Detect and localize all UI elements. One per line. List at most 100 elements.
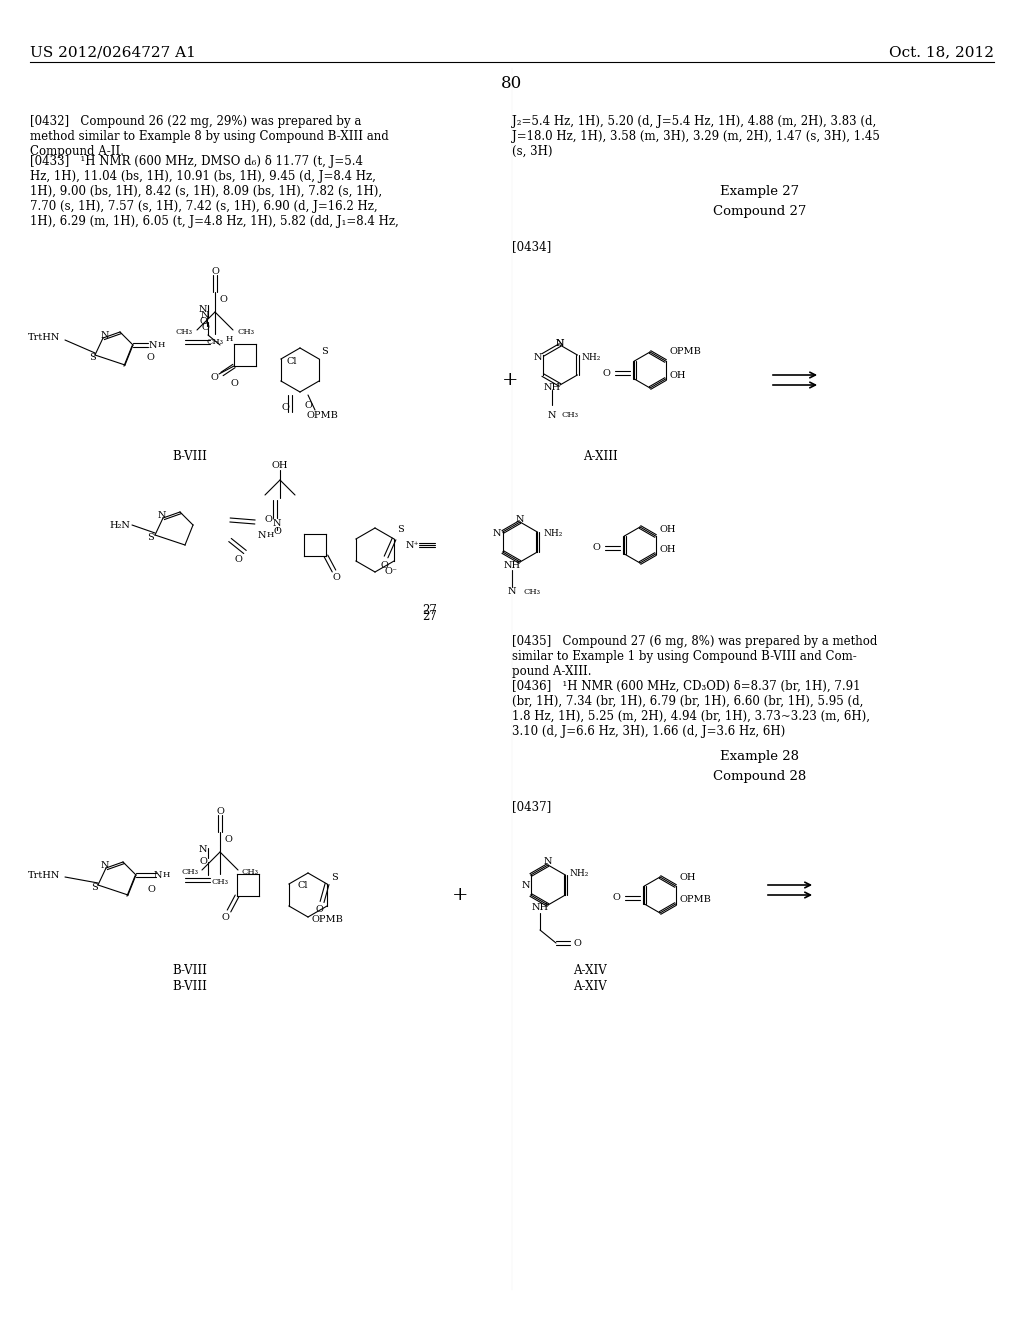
Text: N: N [199, 305, 207, 314]
Text: OH: OH [680, 873, 696, 882]
Text: S: S [147, 533, 155, 543]
Text: O: O [210, 374, 218, 383]
Text: N: N [258, 531, 266, 540]
Text: O: O [602, 368, 610, 378]
Text: H: H [225, 335, 232, 343]
Text: S: S [321, 347, 328, 356]
Text: NH₂: NH₂ [543, 529, 562, 539]
Text: CH₃: CH₃ [212, 878, 228, 886]
Text: S: S [90, 354, 96, 363]
Text: O: O [315, 906, 323, 915]
Text: O: O [199, 858, 207, 866]
Text: O: O [380, 561, 388, 569]
Text: CH₃: CH₃ [524, 587, 541, 597]
Text: Compound 28: Compound 28 [714, 770, 807, 783]
Text: [0436]   ¹H NMR (600 MHz, CD₃OD) δ=8.37 (br, 1H), 7.91
(br, 1H), 7.34 (br, 1H), : [0436] ¹H NMR (600 MHz, CD₃OD) δ=8.37 (b… [512, 680, 870, 738]
Text: [0437]: [0437] [512, 800, 551, 813]
Text: NH: NH [544, 383, 560, 392]
Text: N: N [100, 862, 110, 870]
Text: [0432]   Compound 26 (22 mg, 29%) was prepared by a
method similar to Example 8 : [0432] Compound 26 (22 mg, 29%) was prep… [30, 115, 389, 158]
Text: N: N [154, 870, 162, 879]
Text: OH: OH [271, 461, 288, 470]
Text: O: O [234, 556, 242, 565]
Text: N: N [534, 352, 543, 362]
Text: CH₃: CH₃ [207, 338, 223, 346]
Text: OPMB: OPMB [311, 915, 343, 924]
Text: N: N [556, 338, 564, 347]
Text: [0433]   ¹H NMR (600 MHz, DMSO d₆) δ 11.77 (t, J=5.4
Hz, 1H), 11.04 (bs, 1H), 10: [0433] ¹H NMR (600 MHz, DMSO d₆) δ 11.77… [30, 154, 398, 228]
Text: O: O [211, 267, 219, 276]
Text: A-XIV: A-XIV [573, 964, 607, 977]
Text: CH₃: CH₃ [237, 327, 254, 337]
Text: S: S [331, 873, 337, 882]
Text: S: S [396, 525, 403, 535]
Text: O: O [216, 807, 224, 816]
Text: Example 27: Example 27 [721, 185, 800, 198]
Text: NH: NH [504, 561, 520, 569]
Text: OPMB: OPMB [670, 347, 701, 356]
Text: OH: OH [670, 371, 686, 380]
Text: A-XIV: A-XIV [573, 979, 607, 993]
Text: N: N [544, 858, 552, 866]
Text: N: N [516, 515, 524, 524]
Text: N: N [272, 519, 282, 528]
Text: O: O [304, 400, 312, 409]
Text: J₂=5.4 Hz, 1H), 5.20 (d, J=5.4 Hz, 1H), 4.88 (m, 2H), 3.83 (d,
J=18.0 Hz, 1H), 3: J₂=5.4 Hz, 1H), 5.20 (d, J=5.4 Hz, 1H), … [512, 115, 880, 158]
Text: Oct. 18, 2012: Oct. 18, 2012 [889, 45, 994, 59]
Text: US 2012/0264727 A1: US 2012/0264727 A1 [30, 45, 196, 59]
Text: 27: 27 [423, 610, 437, 623]
Text: [0434]: [0434] [512, 240, 551, 253]
Text: N: N [556, 338, 564, 347]
Text: B-VIII: B-VIII [173, 964, 208, 977]
Text: CH₃: CH₃ [181, 869, 198, 876]
Text: 27: 27 [423, 603, 437, 616]
Text: N: N [199, 846, 207, 854]
Text: O: O [332, 573, 340, 582]
Text: O: O [221, 913, 229, 923]
Text: OH: OH [660, 525, 677, 535]
Text: H: H [163, 871, 170, 879]
Text: O: O [281, 404, 289, 412]
Text: H: H [158, 341, 165, 348]
Text: [0435]   Compound 27 (6 mg, 8%) was prepared by a method
similar to Example 1 by: [0435] Compound 27 (6 mg, 8%) was prepar… [512, 635, 878, 678]
Text: 80: 80 [502, 75, 522, 92]
Text: CH₃: CH₃ [242, 869, 259, 876]
Text: +: + [452, 886, 468, 904]
Text: Compound 27: Compound 27 [714, 205, 807, 218]
Text: N: N [508, 587, 516, 597]
Text: TrtHN: TrtHN [28, 334, 60, 342]
Text: NH₂: NH₂ [570, 869, 590, 878]
Text: O: O [147, 886, 155, 895]
Text: O: O [264, 516, 272, 524]
Text: N: N [493, 529, 502, 539]
Text: N: N [158, 511, 166, 520]
Text: O: O [199, 318, 207, 326]
Text: Cl: Cl [287, 358, 297, 367]
Text: TrtHN: TrtHN [28, 870, 60, 879]
Text: N: N [522, 880, 530, 890]
Text: N: N [100, 331, 110, 341]
Text: Example 28: Example 28 [721, 750, 800, 763]
Text: S: S [91, 883, 97, 892]
Text: O: O [612, 894, 620, 903]
Text: O: O [592, 544, 600, 553]
Text: H: H [266, 531, 273, 539]
Text: NH₂: NH₂ [582, 352, 601, 362]
Text: N: N [148, 341, 158, 350]
Text: CH₃: CH₃ [562, 411, 579, 418]
Text: B-VIII: B-VIII [173, 979, 208, 993]
Text: OPMB: OPMB [680, 895, 712, 904]
Text: O: O [273, 528, 281, 536]
Text: NH: NH [531, 903, 549, 912]
Text: O⁻: O⁻ [385, 568, 397, 577]
Text: CH₃: CH₃ [176, 327, 193, 337]
Text: Cl: Cl [298, 880, 308, 890]
Text: +: + [502, 371, 518, 389]
Text: O: O [219, 296, 227, 305]
Text: O: O [201, 323, 209, 333]
Text: N: N [548, 411, 556, 420]
Text: B-VIII: B-VIII [173, 450, 208, 463]
Text: H₂N: H₂N [110, 520, 130, 529]
Text: O: O [230, 380, 238, 388]
Text: O: O [573, 939, 581, 948]
